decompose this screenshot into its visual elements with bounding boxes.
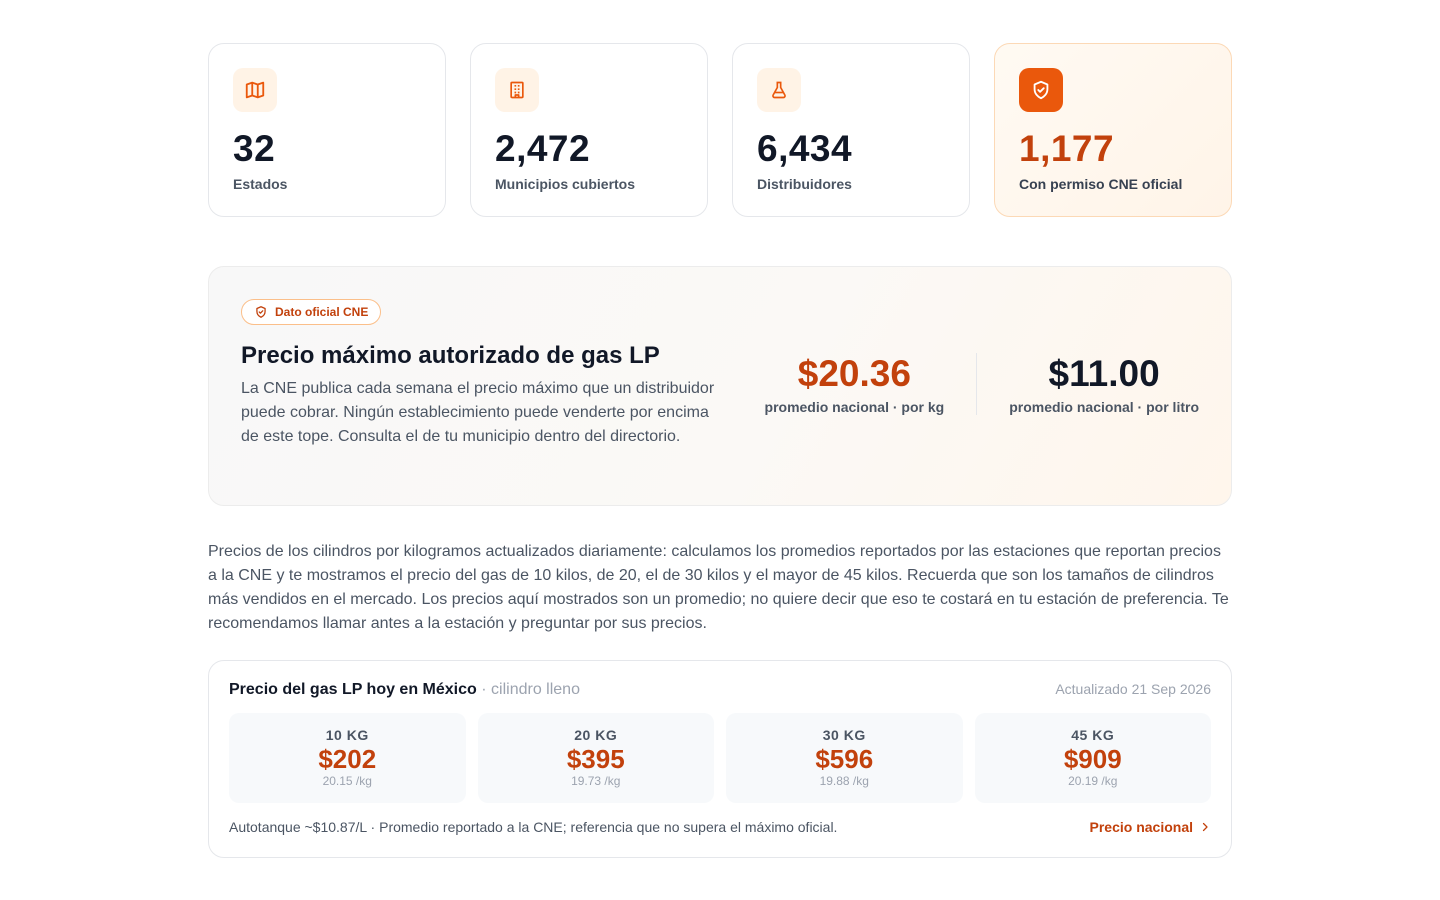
price-per-kg-label: promedio nacional · por kg [764, 399, 945, 415]
autotanque-note: Autotanque ~$10.87/L · Promedio reportad… [229, 819, 838, 835]
stat-card-estados: 32 Estados [208, 43, 446, 217]
panel-footer: Autotanque ~$10.87/L · Promedio reportad… [229, 819, 1211, 835]
page-content: 32 Estados 2,472 Municipios cubiertos 6,… [208, 43, 1232, 858]
stats-row: 32 Estados 2,472 Municipios cubiertos 6,… [208, 43, 1232, 217]
cylinder-size: 10 KG [325, 727, 369, 743]
stat-card-municipios: 2,472 Municipios cubiertos [470, 43, 708, 217]
official-badge: Dato oficial CNE [241, 299, 382, 325]
cylinder-card-10kg: 10 KG $202 20.15 /kg [229, 713, 466, 803]
cylinder-prices-panel: Precio del gas LP hoy en México · cilind… [208, 660, 1232, 858]
stat-label: Con permiso CNE oficial [1019, 176, 1183, 192]
intro-paragraph: Precios de los cilindros por kilogramos … [208, 543, 1229, 632]
shield-check-icon [256, 306, 266, 318]
stat-card-permiso-cne: 1,177 Con permiso CNE oficial [994, 43, 1232, 217]
stat-label: Estados [233, 176, 288, 192]
cylinder-price-per-kg: 20.19 /kg [1068, 774, 1118, 788]
panel-subtitle: · cilindro lleno [481, 681, 580, 698]
cylinder-size: 20 KG [574, 727, 618, 743]
map-icon [233, 68, 277, 112]
price-per-litro: $11.00 promedio nacional · por litro [1009, 353, 1199, 415]
cylinder-card-45kg: 45 KG $909 20.19 /kg [974, 713, 1211, 803]
stat-value: 1,177 [1019, 128, 1115, 169]
hero-description: La CNE publica cada semana el precio máx… [241, 380, 715, 445]
cylinder-price-per-kg: 19.73 /kg [571, 774, 621, 788]
price-per-litro-label: promedio nacional · por litro [1009, 399, 1199, 415]
max-price-card: Dato oficial CNE Precio máximo autorizad… [208, 266, 1232, 506]
price-per-kg-value: $20.36 [797, 353, 911, 394]
flask-icon [757, 68, 801, 112]
panel-title: Precio del gas LP hoy en México [229, 681, 477, 698]
cylinder-size: 30 KG [822, 727, 866, 743]
cylinder-grid: 10 KG $202 20.15 /kg 20 KG $395 19.73 /k… [229, 713, 1211, 803]
cylinder-price: $596 [815, 744, 874, 774]
cylinder-price: $909 [1063, 744, 1122, 774]
stat-label: Distribuidores [757, 176, 852, 192]
stat-label: Municipios cubiertos [495, 176, 636, 192]
link-label: Precio nacional [1089, 819, 1193, 835]
panel-header: Precio del gas LP hoy en México · cilind… [229, 681, 1211, 699]
stat-value: 32 [233, 128, 276, 169]
cylinder-price-per-kg: 19.88 /kg [819, 774, 869, 788]
updated-date: Actualizado 21 Sep 2026 [1055, 681, 1211, 697]
hero-title: Precio máximo autorizado de gas LP [241, 342, 660, 369]
building-icon [495, 68, 539, 112]
stat-card-distribuidores: 6,434 Distribuidores [732, 43, 970, 217]
cylinder-price-per-kg: 20.15 /kg [322, 774, 372, 788]
chevron-right-icon [1202, 822, 1208, 832]
hero-prices: $20.36 promedio nacional · por kg $11.00… [765, 353, 1199, 415]
price-per-kg: $20.36 promedio nacional · por kg [765, 353, 945, 415]
cylinder-card-20kg: 20 KG $395 19.73 /kg [477, 713, 714, 803]
badge-label: Dato oficial CNE [275, 305, 369, 319]
stat-value: 6,434 [757, 128, 853, 169]
cylinder-size: 45 KG [1071, 727, 1115, 743]
divider [976, 353, 978, 415]
stat-value: 2,472 [495, 128, 591, 169]
shield-check-icon [1019, 68, 1063, 112]
price-per-litro-value: $11.00 [1048, 353, 1160, 394]
precio-nacional-link[interactable]: Precio nacional [1090, 819, 1211, 835]
cylinder-card-30kg: 30 KG $596 19.88 /kg [726, 713, 963, 803]
cylinder-price: $202 [318, 744, 377, 774]
cylinder-price: $395 [566, 744, 625, 774]
